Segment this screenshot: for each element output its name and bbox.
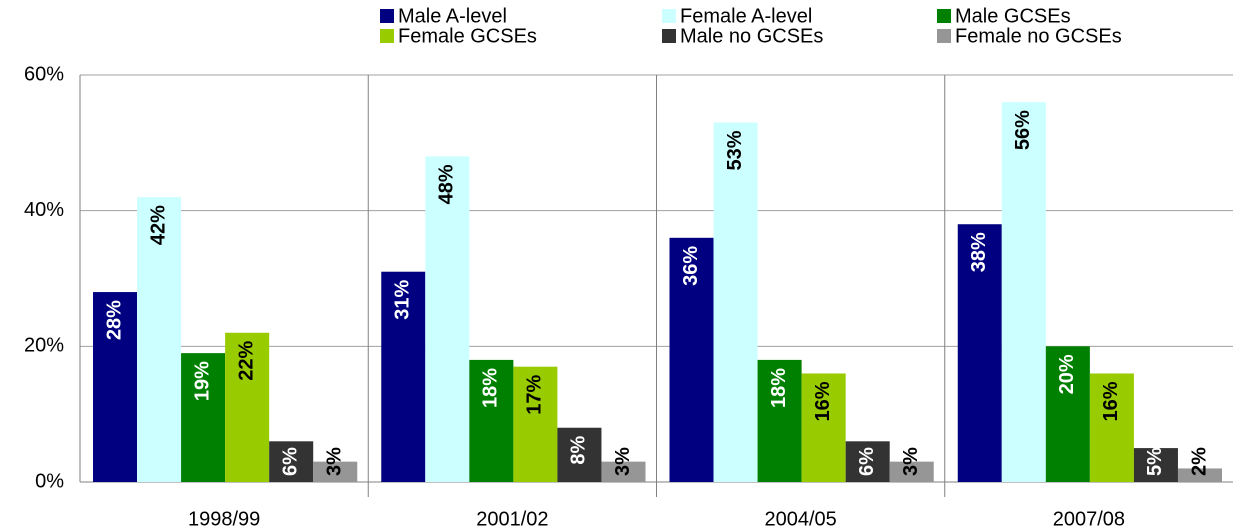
legend-swatch [662, 9, 676, 23]
value-label: 16% [812, 381, 834, 421]
bar [181, 353, 226, 482]
legend-swatch [380, 29, 394, 43]
bar [225, 332, 270, 482]
value-label: 56% [1012, 110, 1034, 150]
bar [713, 122, 758, 482]
x-tick-label: 2007/08 [1053, 508, 1125, 530]
value-label: 3% [324, 447, 346, 476]
bar [757, 359, 802, 482]
y-tick-label: 60% [24, 63, 64, 85]
bar [469, 359, 514, 482]
bar [601, 461, 646, 482]
x-tick-label: 1998/99 [188, 508, 260, 530]
bar [1045, 346, 1090, 482]
bar [889, 461, 934, 482]
legend-label: Male no GCSEs [680, 25, 823, 47]
bar [381, 271, 426, 482]
value-label: 38% [968, 232, 990, 272]
bar [513, 366, 558, 482]
value-label: 5% [1144, 447, 1166, 476]
legend-swatch [380, 9, 394, 23]
legend-swatch [662, 29, 676, 43]
bar [137, 197, 182, 482]
value-label: 20% [1056, 354, 1078, 394]
bar [313, 461, 358, 482]
legend-label: Male A-level [398, 5, 507, 27]
bar [269, 441, 314, 482]
value-label: 2% [1188, 447, 1210, 476]
value-label: 42% [147, 205, 169, 245]
value-label: 53% [724, 130, 746, 170]
x-tick-label: 2001/02 [476, 508, 548, 530]
y-tick-label: 20% [24, 335, 64, 357]
bar [1089, 373, 1134, 482]
bar [801, 373, 846, 482]
value-label: 6% [279, 447, 301, 476]
value-label: 16% [1100, 381, 1122, 421]
bar [669, 237, 714, 482]
bar [1001, 102, 1046, 482]
value-label: 3% [900, 447, 922, 476]
bar [845, 441, 890, 482]
value-label: 48% [436, 164, 458, 204]
value-label: 19% [191, 361, 213, 401]
value-label: 8% [568, 436, 590, 465]
value-label: 18% [768, 368, 790, 408]
bar [957, 224, 1002, 482]
y-tick-label: 40% [24, 199, 64, 221]
legend-swatch [937, 9, 951, 23]
bar [557, 427, 602, 482]
value-label: 28% [103, 300, 125, 340]
bar [425, 156, 470, 482]
bar [1133, 448, 1178, 482]
y-tick-label: 0% [35, 470, 64, 492]
value-label: 22% [235, 341, 257, 381]
legend-label: Male GCSEs [955, 5, 1071, 27]
value-label: 6% [856, 447, 878, 476]
value-label: 3% [612, 447, 634, 476]
bar [93, 292, 138, 482]
legend-label: Female no GCSEs [955, 25, 1122, 47]
value-label: 36% [680, 246, 702, 286]
legend-swatch [937, 29, 951, 43]
value-label: 17% [524, 374, 546, 414]
value-label: 31% [392, 280, 414, 320]
bar [1177, 468, 1222, 482]
legend-label: Female GCSEs [398, 25, 537, 47]
value-label: 18% [480, 368, 502, 408]
x-tick-label: 2004/05 [764, 508, 836, 530]
legend-label: Female A-level [680, 5, 812, 27]
